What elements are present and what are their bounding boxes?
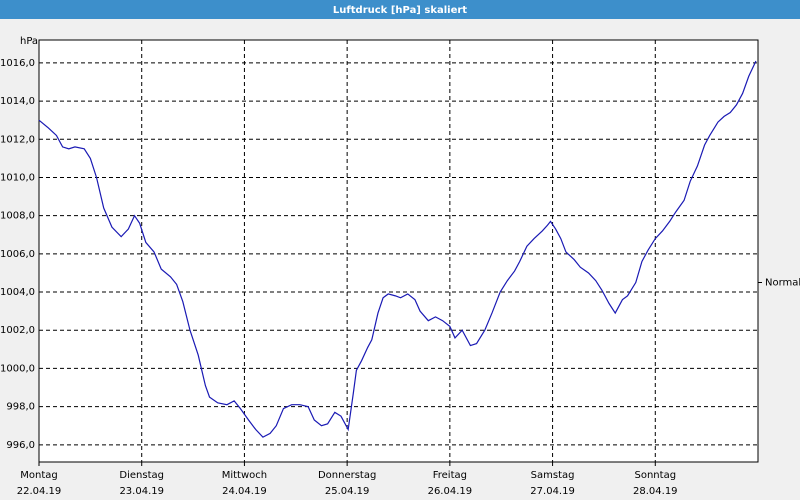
x-tick-date: 28.04.19 <box>633 486 678 497</box>
title-bar <box>0 0 800 19</box>
x-tick-label: Freitag <box>433 470 467 481</box>
y-tick-label: 1006,0 <box>0 249 35 260</box>
x-tick-label: Sonntag <box>635 470 677 481</box>
chart-title: Luftdruck [hPa] skaliert <box>333 5 467 16</box>
y-tick-label: 998,0 <box>6 402 35 413</box>
x-tick-label: Mittwoch <box>222 470 267 481</box>
y-tick-label: 1008,0 <box>0 211 35 222</box>
y-tick-label: 1012,0 <box>0 134 35 145</box>
y-tick-label: 996,0 <box>6 440 35 451</box>
y-tick-label: 1004,0 <box>0 287 35 298</box>
plot-area <box>38 39 759 463</box>
pressure-line <box>38 60 757 438</box>
x-tick-label: Donnerstag <box>318 470 376 481</box>
reference-label: Normal <box>765 278 800 289</box>
x-tick-date: 24.04.19 <box>222 486 267 497</box>
y-axis-label: hPa <box>20 36 38 47</box>
y-tick-label: 1010,0 <box>0 172 35 183</box>
x-tick-date: 27.04.19 <box>530 486 575 497</box>
x-tick-label: Dienstag <box>119 470 164 481</box>
x-tick-date: 22.04.19 <box>17 486 62 497</box>
y-tick-label: 1016,0 <box>0 58 35 69</box>
x-tick-label: Montag <box>20 470 57 481</box>
x-tick-date: 25.04.19 <box>325 486 370 497</box>
x-tick-date: 26.04.19 <box>428 486 473 497</box>
y-tick-label: 1002,0 <box>0 325 35 336</box>
y-tick-label: 1000,0 <box>0 363 35 374</box>
y-tick-label: 1014,0 <box>0 96 35 107</box>
x-tick-date: 23.04.19 <box>119 486 164 497</box>
x-tick-label: Samstag <box>531 470 575 481</box>
